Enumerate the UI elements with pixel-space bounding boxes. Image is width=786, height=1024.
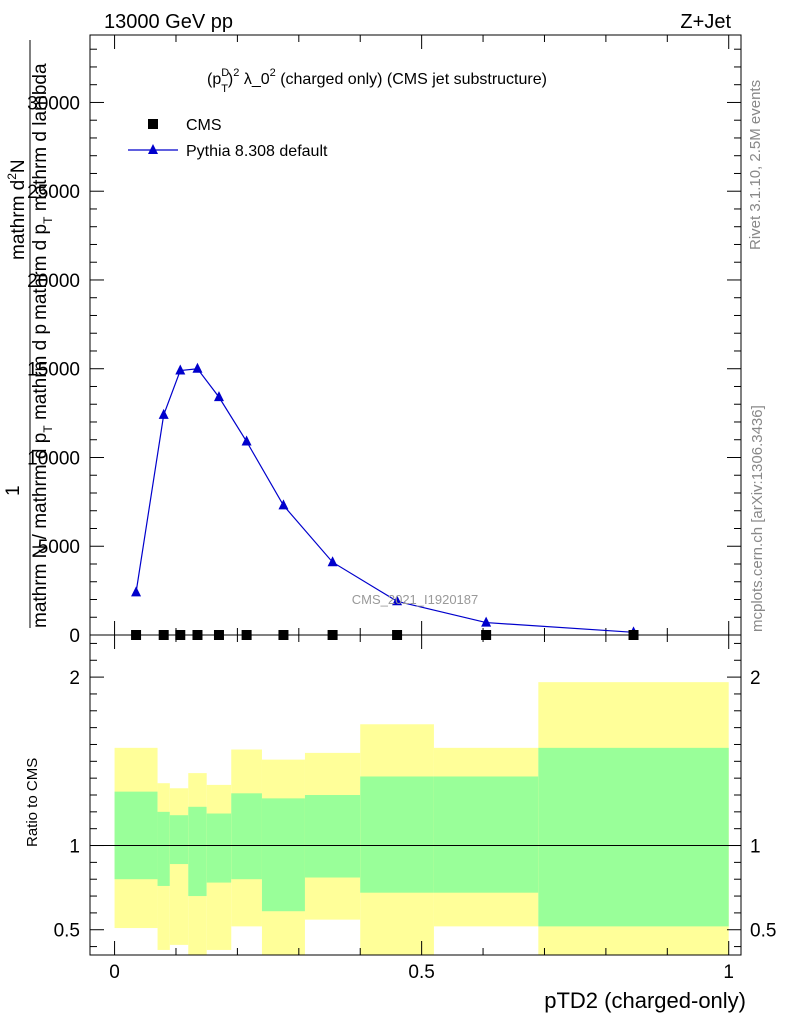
ratio-inner-band (538, 747, 729, 927)
main-y-axis-label: mathrm d2N mathrm d pT mathrm d lambda 1… (3, 40, 55, 628)
ratio-inner-band (433, 776, 539, 893)
ratio-inner-band (360, 776, 434, 893)
svg-text:mathrm d2N: mathrm d2N (5, 159, 29, 260)
ratio-y-axis-label: Ratio to CMS (24, 758, 41, 847)
y-tick-label: 20000 (27, 271, 80, 292)
ratio-bands (114, 682, 729, 955)
svg-text:(pDT)2 λ_02 (charged only) (CM: (pD T)2 λ_02 (charged only) (CMS jet subs… (207, 67, 547, 95)
ratio-inner-band (231, 793, 262, 880)
ratio-x-tick-label: 0.5 (408, 962, 434, 983)
y-tick-label: 25000 (27, 182, 80, 203)
svg-text:mathrm N / mathrm d pT mathrm: mathrm N / mathrm d pT mathrm d p (30, 324, 55, 628)
rivet-label: Rivet 3.1.10, 2.5M events (747, 80, 764, 250)
process-label: Z+Jet (680, 11, 731, 33)
pythia-point (158, 408, 169, 419)
legend: CMS Pythia 8.308 default (128, 117, 328, 160)
ratio-y-tick-label-right: 2 (750, 668, 761, 689)
y-tick-label: 10000 (27, 448, 80, 469)
ratio-x-tick-label: 1 (723, 962, 734, 983)
pythia-point (327, 556, 338, 567)
pythia-point (192, 362, 203, 373)
pythia-point (241, 435, 252, 446)
pythia-point (213, 391, 224, 402)
ratio-panel-frame (89, 634, 742, 956)
ratio-y-tick-label-right: 0.5 (750, 921, 776, 942)
ratio-outer-band (169, 788, 189, 945)
ratio-y-tick-label-right: 1 (750, 837, 761, 858)
pythia-point (392, 595, 403, 606)
ratio-y-tick-label: 2 (69, 668, 80, 689)
svg-text:mathrm d pT mathrm d lambda: mathrm d pT mathrm d lambda (30, 63, 55, 320)
ratio-x-tick-label: 0 (109, 962, 120, 983)
main-panel: 0 5000 10000 15000 20000 25000 30000 (27, 35, 741, 647)
y-tick-label: 15000 (27, 360, 80, 381)
svg-text:1: 1 (3, 485, 24, 496)
y-tick-label: 30000 (27, 93, 80, 114)
mcplots-label: mcplots.cern.ch [arXiv:1306.3436] (749, 405, 766, 632)
pythia-point (131, 586, 142, 597)
ratio-x-axis-label: pTD2 (charged-only) (544, 988, 746, 1013)
energy-label: 13000 GeV pp (104, 11, 233, 33)
ratio-inner-band (304, 795, 361, 878)
y-tick-label: 0 (69, 626, 80, 647)
pythia-point (278, 499, 289, 510)
ratio-y-tick-label: 1 (69, 837, 80, 858)
y-tick-label: 5000 (38, 537, 80, 558)
ratio-inner-band (157, 811, 170, 886)
legend-cms-label: CMS (186, 117, 222, 134)
pythia-point (175, 364, 186, 375)
ratio-axes: 0.5 0.5 1 1 2 2 0 0.5 1 (54, 635, 776, 983)
pythia-point (481, 616, 492, 627)
main-title: (pD T)2 λ_02 (charged only) (CMS jet subs… (207, 67, 547, 95)
ratio-inner-band (169, 815, 189, 865)
analysis-watermark: CMS_2021_I1920187 (352, 592, 479, 607)
legend-cms-marker (148, 119, 158, 129)
ratio-y-tick-label: 0.5 (54, 921, 80, 942)
ratio-inner-band (188, 806, 207, 897)
legend-pythia-label: Pythia 8.308 default (186, 143, 328, 160)
ratio-inner-band (114, 791, 158, 880)
ratio-inner-band (206, 813, 232, 883)
legend-pythia-marker (148, 144, 158, 154)
ratio-inner-band (261, 798, 305, 912)
